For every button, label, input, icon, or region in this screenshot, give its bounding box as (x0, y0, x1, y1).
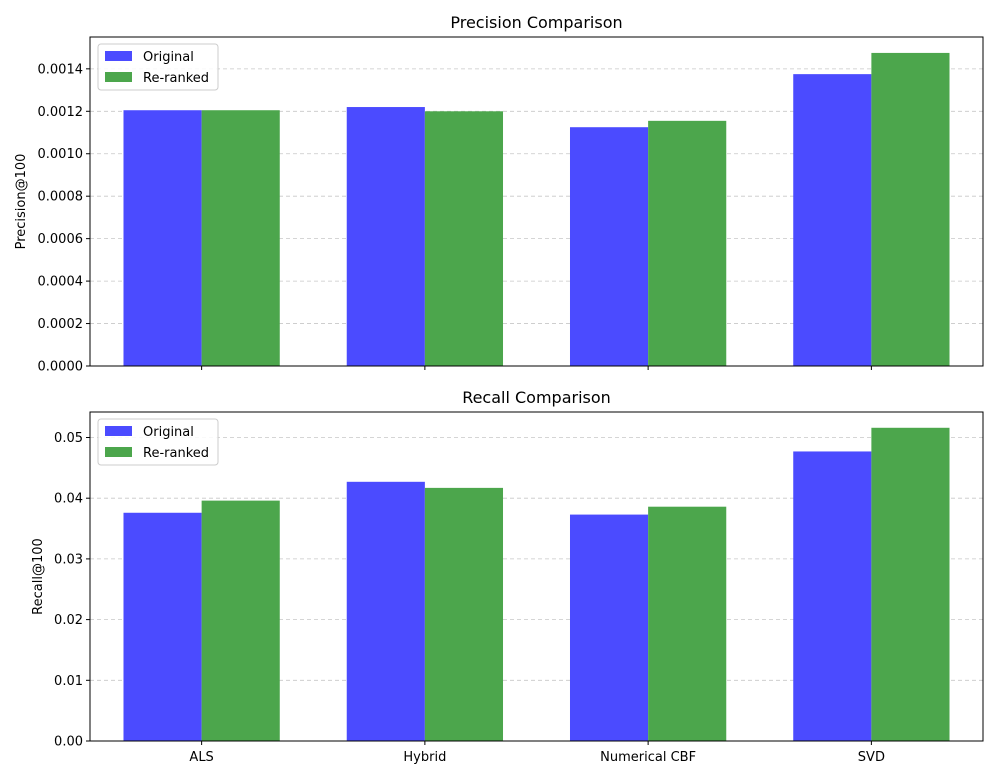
plot-frame (89, 36, 984, 367)
y-tick-label: 0.03 (54, 552, 83, 567)
y-tick-label: 0.0010 (38, 147, 84, 162)
bar-original-hybrid (346, 107, 425, 366)
legend-swatch-re-ranked (105, 72, 132, 82)
y-tick-label: 0.0014 (38, 62, 84, 77)
legend-label-original: Original (143, 50, 194, 65)
chart-title: Precision Comparison (450, 13, 622, 32)
bar-original-numerical-cbf (569, 127, 649, 366)
y-tick-label: 0.0008 (38, 190, 84, 205)
x-tick-label: Numerical CBF (600, 750, 696, 765)
y-tick-label: 0.04 (54, 492, 83, 507)
x-tick-label: Hybrid (403, 750, 446, 765)
bar-original-hybrid (346, 481, 425, 741)
legend-label-re-ranked: Re-ranked (143, 446, 209, 461)
y-tick-label: 0.0000 (38, 360, 84, 375)
x-tick-label: ALS (189, 750, 213, 765)
y-tick-label: 0.00 (54, 735, 83, 750)
y-tick-label: 0.01 (54, 674, 83, 689)
chart-panel-1: 0.0000 0.0002 0.0004 0.0006 0.0008 0.0010 0.00… (14, 13, 984, 375)
bar-re-ranked-als (201, 110, 280, 366)
y-tick-label: 0.05 (54, 431, 83, 446)
bar-original-als (123, 110, 202, 366)
x-tick-label: SVD (858, 750, 885, 765)
legend-swatch-original (105, 51, 132, 61)
y-tick-label: 0.0004 (38, 275, 84, 290)
y-tick-label: 0.02 (54, 613, 83, 628)
bar-re-ranked-svd (871, 52, 950, 367)
bar-re-ranked-svd (871, 427, 950, 741)
y-tick-label: 0.0006 (38, 232, 84, 247)
bar-re-ranked-hybrid (424, 111, 504, 367)
bar-original-svd (793, 74, 872, 366)
bar-re-ranked-hybrid (424, 487, 504, 741)
chart-panel-2: 0.00 0.01 0.02 0.03 0.04 0.05 ALS Hybrid Numeric… (31, 388, 984, 765)
bar-re-ranked-numerical-cbf (648, 120, 727, 366)
plot-frame (89, 411, 984, 742)
legend-swatch-original (105, 426, 132, 436)
legend-label-original: Original (143, 425, 194, 440)
y-tick-label: 0.0012 (38, 105, 84, 120)
y-axis-label: Recall@100 (31, 538, 46, 615)
bar-original-svd (793, 451, 872, 741)
legend-label-re-ranked: Re-ranked (143, 71, 209, 86)
bar-original-als (123, 512, 202, 741)
y-tick-label: 0.0002 (38, 317, 84, 332)
legend: Original Re-ranked (97, 43, 219, 91)
bar-original-numerical-cbf (569, 514, 649, 741)
bar-re-ranked-als (201, 500, 280, 741)
chart-title: Recall Comparison (462, 388, 611, 407)
legend-swatch-re-ranked (105, 447, 132, 457)
legend: Original Re-ranked (97, 418, 219, 466)
bar-re-ranked-numerical-cbf (648, 506, 727, 741)
y-axis-label: Precision@100 (14, 154, 29, 250)
